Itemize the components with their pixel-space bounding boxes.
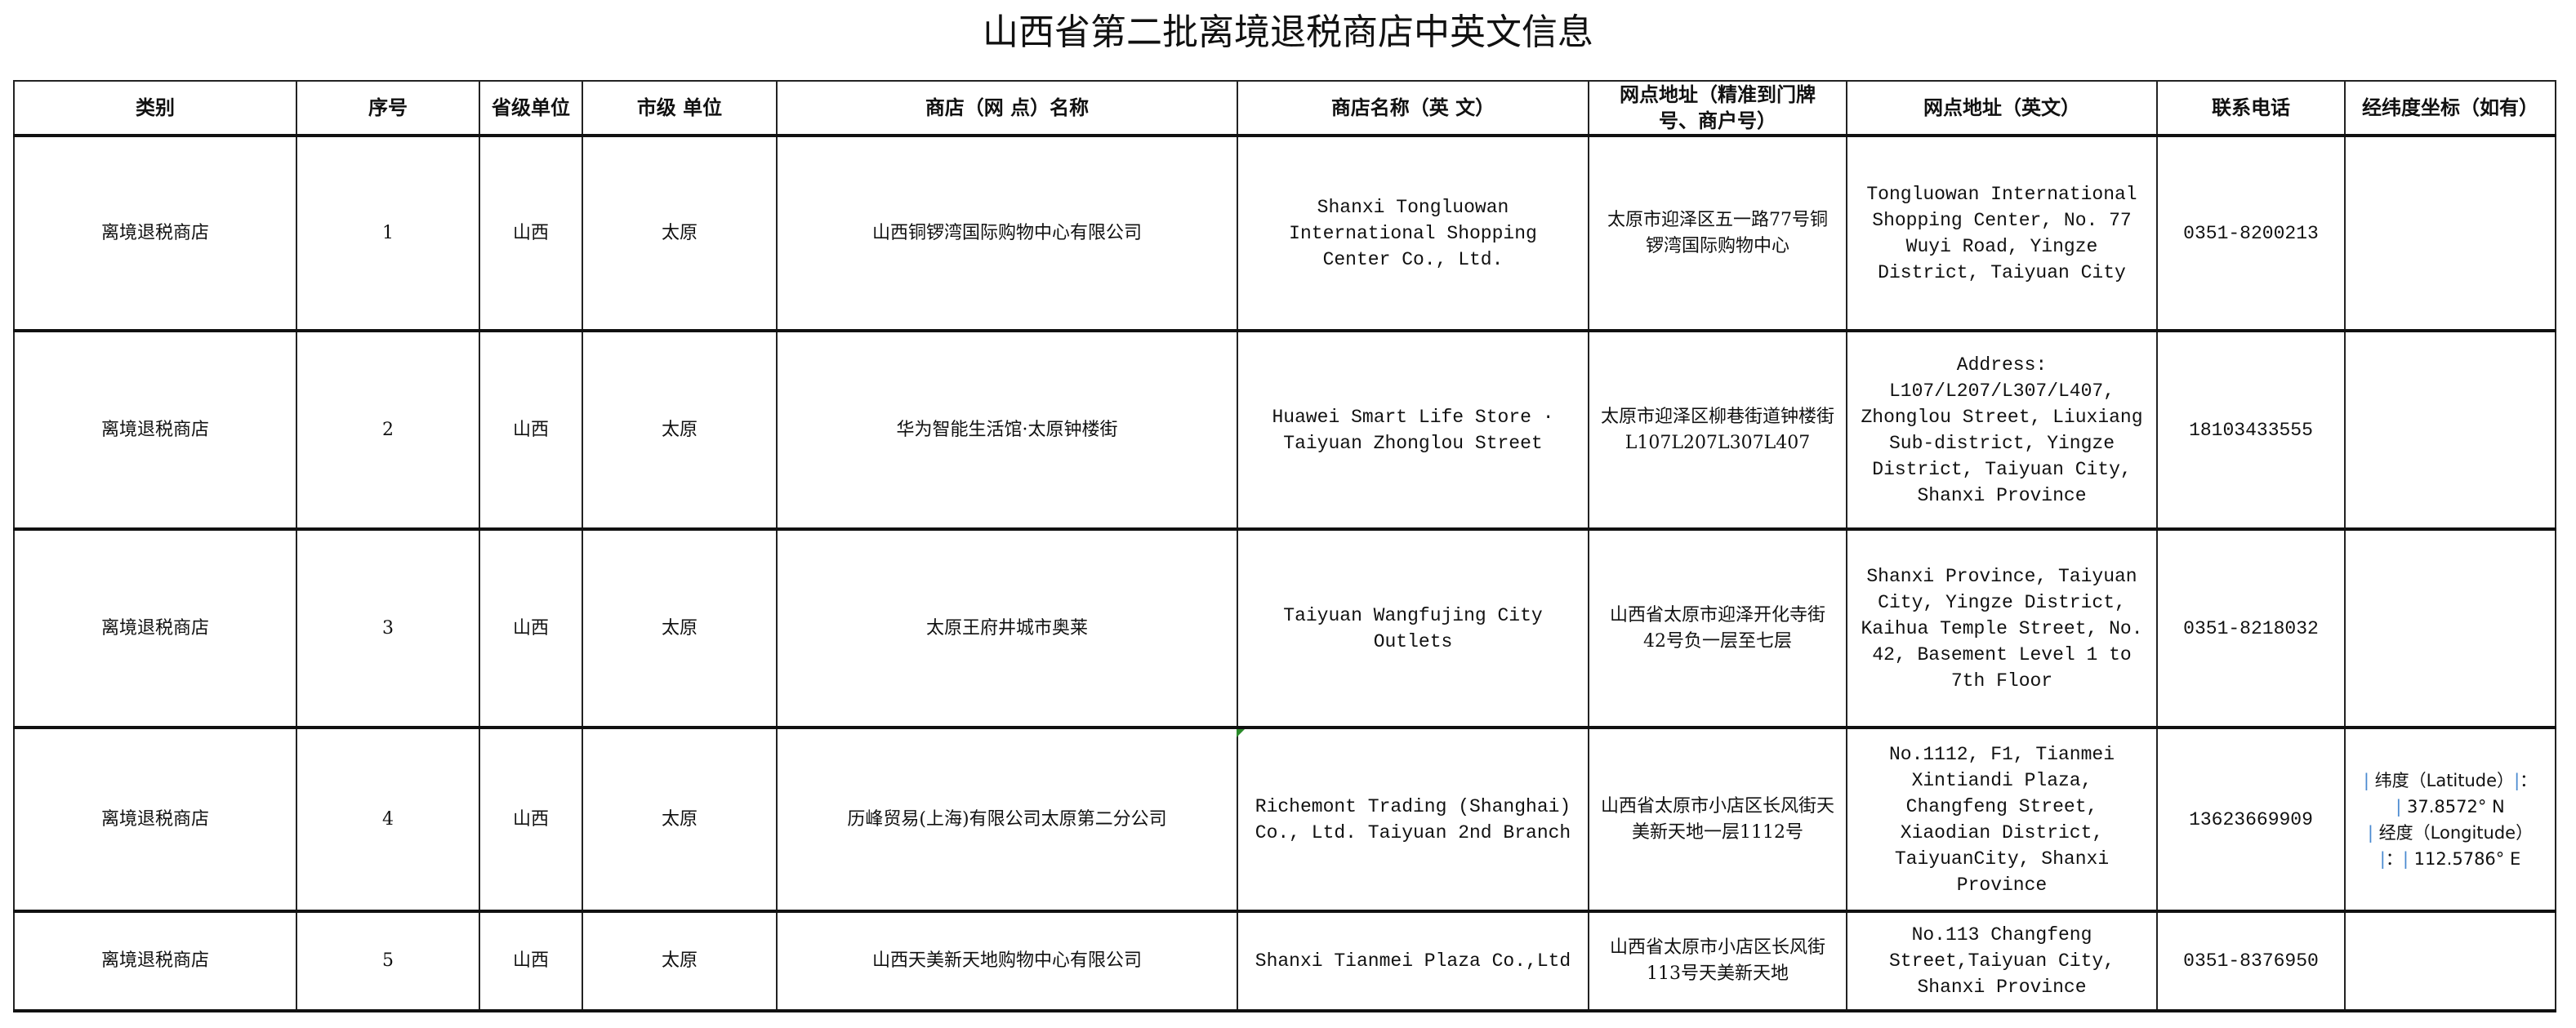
cell-phone: 0351-8200213	[2156, 135, 2346, 332]
cell-phone: 0351-8376950	[2156, 910, 2346, 1012]
table-row: 离境退税商店 4 山西 太原 历峰贸易(上海)有限公司太原第二分公司 Richemont …	[13, 727, 2556, 913]
cell-no: 2	[296, 330, 480, 531]
cell-addr-en: Address: L107/L207/L307/L407, Zhonglou S…	[1846, 330, 2158, 531]
cell-comment-marker	[1237, 729, 1245, 737]
cell-addr-cn: 山西省太原市小店区长风街113号天美新天地	[1588, 910, 1847, 1012]
shop-table: 类别 序号 省级单位 市级 单位 商店（网 点）名称 商店名称（英 文） 网点地…	[13, 80, 2556, 1012]
cell-no: 5	[296, 910, 480, 1012]
cell-city: 太原	[582, 135, 778, 332]
cell-category: 离境退税商店	[13, 528, 297, 729]
cell-name-en: Richemont Trading (Shanghai) Co., Ltd. T…	[1237, 727, 1589, 913]
longitude-label: 经度（Longitude）	[2378, 822, 2534, 843]
header-cell: 类别	[13, 80, 297, 137]
cell-addr-cn: 山西省太原市小店区长风街天美新天地一层1112号	[1588, 727, 1847, 913]
cell-name-en: Huawei Smart Life Store · Taiyuan Zhongl…	[1237, 330, 1589, 531]
cell-city: 太原	[582, 910, 778, 1012]
cell-phone: 13623669909	[2156, 727, 2346, 913]
cell-name-cn: 山西铜锣湾国际购物中心有限公司	[776, 135, 1238, 332]
cell-phone: 18103433555	[2156, 330, 2346, 531]
header-cell: 省级单位	[479, 80, 583, 137]
table-row: 离境退税商店 5 山西 太原 山西天美新天地购物中心有限公司 Shanxi Tianmei…	[13, 910, 2556, 1012]
cell-addr-cn: 太原市迎泽区五一路77号铜锣湾国际购物中心	[1588, 135, 1847, 332]
table-row: 离境退税商店 2 山西 太原 华为智能生活馆·太原钟楼街 Huawei Smart Lif…	[13, 330, 2556, 531]
header-cell: 商店（网 点）名称	[776, 80, 1238, 137]
header-cell: 联系电话	[2156, 80, 2346, 137]
cell-no: 3	[296, 528, 480, 729]
cell-addr-cn: 太原市迎泽区柳巷街道钟楼街L107L207L307L407	[1588, 330, 1847, 531]
latitude-value: 37.8572° N	[2407, 796, 2505, 817]
cell-name-cn: 太原王府井城市奥莱	[776, 528, 1238, 729]
cell-city: 太原	[582, 528, 778, 729]
cell-province: 山西	[479, 135, 583, 332]
header-row: 类别 序号 省级单位 市级 单位 商店（网 点）名称 商店名称（英 文） 网点地…	[13, 80, 2556, 137]
cell-category: 离境退税商店	[13, 910, 297, 1012]
cell-phone: 0351-8218032	[2156, 528, 2346, 729]
cell-province: 山西	[479, 330, 583, 531]
cell-addr-en: No.113 Changfeng Street,Taiyuan City, Sh…	[1846, 910, 2158, 1012]
cell-name-cn: 历峰贸易(上海)有限公司太原第二分公司	[776, 727, 1238, 913]
cell-addr-cn: 山西省太原市迎泽开化寺街42号负一层至七层	[1588, 528, 1847, 729]
table-row: 离境退税商店 1 山西 太原 山西铜锣湾国际购物中心有限公司 Shanxi Tongluo…	[13, 135, 2556, 332]
cell-coord	[2344, 910, 2556, 1012]
cell-city: 太原	[582, 727, 778, 913]
header-cell: 网点地址（精准到门牌号、商户号）	[1588, 80, 1847, 137]
cell-name-cn: 华为智能生活馆·太原钟楼街	[776, 330, 1238, 531]
cell-province: 山西	[479, 528, 583, 729]
cell-no: 1	[296, 135, 480, 332]
header-cell: 网点地址（英文）	[1846, 80, 2158, 137]
page-title: 山西省第二批离境退税商店中英文信息	[983, 11, 1593, 53]
cell-name-cn: 山西天美新天地购物中心有限公司	[776, 910, 1238, 1012]
cell-addr-en: Shanxi Province, Taiyuan City, Yingze Di…	[1846, 528, 2158, 729]
cell-name-en: Shanxi Tianmei Plaza Co.,Ltd	[1237, 910, 1589, 1012]
cell-coord	[2344, 528, 2556, 729]
header-cell: 市级 单位	[582, 80, 778, 137]
cell-addr-en: No.1112, F1, Tianmei Xintiandi Plaza, Ch…	[1846, 727, 2158, 913]
cell-category: 离境退税商店	[13, 330, 297, 531]
cell-province: 山西	[479, 910, 583, 1012]
cell-category: 离境退税商店	[13, 727, 297, 913]
table-row: 离境退税商店 3 山西 太原 太原王府井城市奥莱 Taiyuan Wangfujing C…	[13, 528, 2556, 729]
cell-city: 太原	[582, 330, 778, 531]
cell-province: 山西	[479, 727, 583, 913]
header-cell: 序号	[296, 80, 480, 137]
latitude-label: 纬度（Latitude）	[2374, 770, 2515, 790]
cell-coord: | 纬度（Latitude）|： | 37.8572° N | 经度（Longitu…	[2344, 727, 2556, 913]
cell-coord	[2344, 135, 2556, 332]
cell-no: 4	[296, 727, 480, 913]
cell-name-en: Taiyuan Wangfujing City Outlets	[1237, 528, 1589, 729]
cell-name-en: Shanxi Tongluowan International Shopping…	[1237, 135, 1589, 332]
cell-addr-en: Tongluowan International Shopping Center…	[1846, 135, 2158, 332]
header-cell: 商店名称（英 文）	[1237, 80, 1589, 137]
longitude-value: 112.5786° E	[2413, 848, 2521, 869]
header-cell: 经纬度坐标（如有）	[2344, 80, 2556, 137]
cell-category: 离境退税商店	[13, 135, 297, 332]
cell-coord	[2344, 330, 2556, 531]
